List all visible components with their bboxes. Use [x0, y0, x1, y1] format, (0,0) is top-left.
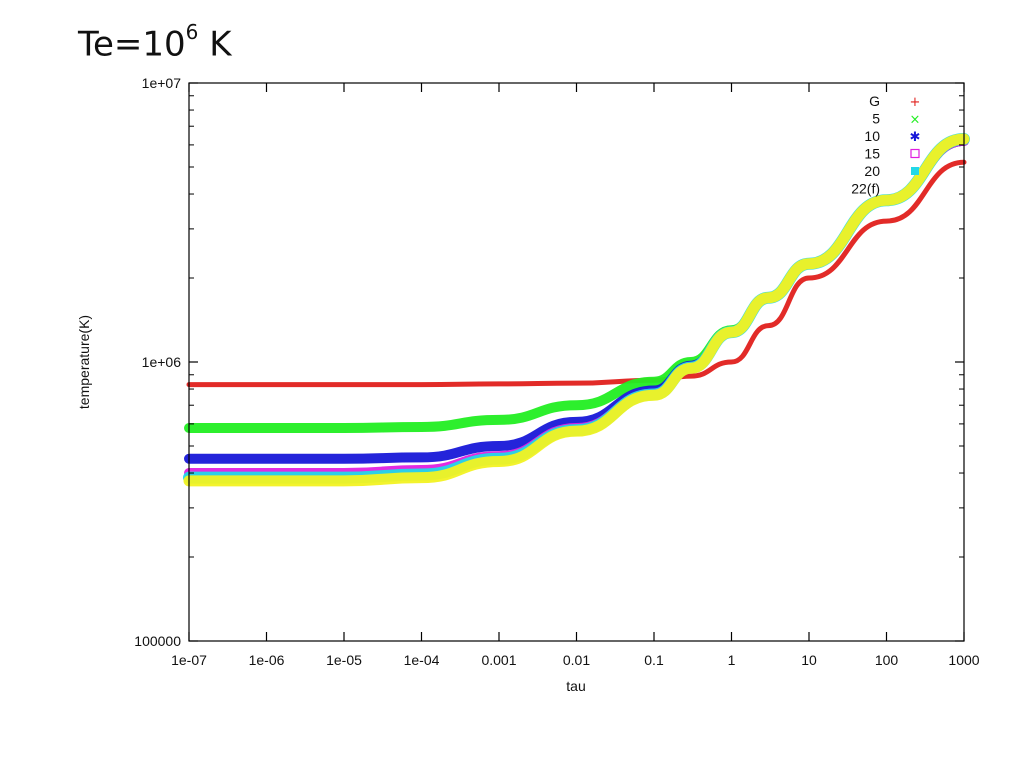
tick-labels-layer: 1e-07 1e-06 1e-05 1e-04 0.001 0.01 0.1 1 10 100 10… [134, 75, 979, 668]
title-exponent: 6 [185, 20, 199, 44]
legend-label: G [869, 93, 880, 109]
title-suffix: K [198, 24, 232, 65]
title-prefix: Te=10 [78, 24, 186, 65]
plot-frame [188, 82, 965, 642]
series-line-22f [183, 133, 970, 487]
x-tick-label: 100 [875, 652, 899, 668]
y-tick-label: 1e+07 [142, 75, 182, 91]
x-axis-label: tau [566, 678, 585, 694]
x-tick-label: 0.1 [644, 652, 664, 668]
x-tick-label: 0.01 [563, 652, 590, 668]
legend-marker: ✱ [910, 130, 921, 145]
x-tick-label: 1e-05 [326, 652, 362, 668]
legend-marker: + [910, 95, 921, 110]
x-tick-label: 1e-06 [249, 652, 285, 668]
legend-marker: × [910, 113, 921, 128]
y-tick-label: 1e+06 [142, 354, 182, 370]
ticks-layer [188, 82, 965, 642]
series-line-G [186, 159, 967, 388]
x-tick-label: 0.001 [481, 652, 516, 668]
legend-marker [910, 148, 920, 159]
legend-marker [911, 167, 919, 175]
series-line-10 [184, 135, 969, 464]
y-tick-label: 100000 [134, 633, 181, 649]
legend-label: 15 [864, 146, 880, 162]
x-tick-label: 10 [801, 652, 817, 668]
legend-label: 22(f) [851, 181, 880, 197]
legend-label: 20 [864, 163, 880, 179]
series-layer [183, 132, 970, 487]
x-tick-label: 1e-07 [171, 652, 207, 668]
legend-label: 5 [872, 111, 880, 127]
slide-title: Te=106 K [78, 20, 232, 65]
x-tick-label: 1 [728, 652, 736, 668]
x-tick-label: 1e-04 [404, 652, 440, 668]
legend-label: 10 [864, 128, 880, 144]
y-axis-label: temperature(K) [76, 315, 92, 409]
x-tick-label: 1000 [948, 652, 979, 668]
